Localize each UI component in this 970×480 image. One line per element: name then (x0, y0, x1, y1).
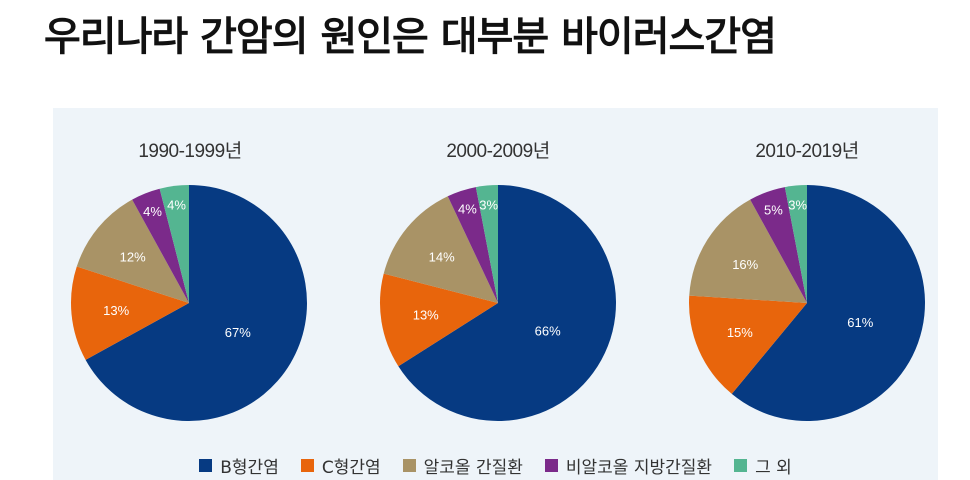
legend-label: 알코올 간질환 (423, 458, 523, 478)
pie-svg: 61% 15% 16% 5% 3% (689, 185, 925, 421)
pie-title: 2010-2019년 (755, 141, 859, 162)
pie-label-other: 3% (788, 197, 807, 212)
legend-label: C형간염 (321, 458, 381, 478)
pie-label-hcv: 13% (413, 307, 439, 322)
pie-label-other: 4% (167, 198, 186, 213)
pie-label-nafld: 4% (458, 202, 477, 217)
legend-swatch (199, 459, 213, 472)
pie-slice-alcohol (76, 199, 189, 303)
legend-label: 비알코올 지방간질환 (565, 458, 713, 478)
pie-slice-nafld (132, 188, 189, 303)
page-title: 우리나라 간암의 원인은 대부분 바이러스간염 (44, 14, 777, 60)
pie-label-alcohol: 14% (429, 249, 455, 264)
pie-title: 2000-2009년 (446, 141, 550, 162)
pie-label-hcv: 15% (727, 325, 753, 340)
pie-label-hbv: 67% (225, 325, 251, 340)
legend-swatch (544, 459, 558, 472)
legend-item-other: 그 외 (734, 453, 792, 478)
legend: B형간염 C형간염 알코올 간질환 비알코올 지방간질환 그 외 (53, 453, 938, 478)
pie-chart-1: 1990-1999년 67% 13% 12% 4% 4% (63, 128, 323, 428)
pie-label-nafld: 5% (764, 203, 783, 218)
pie-slice-hcv (689, 295, 807, 394)
pie-title: 1990-1999년 (138, 141, 242, 162)
legend-swatch (402, 459, 416, 472)
pie-label-other: 3% (479, 197, 498, 212)
chart-panel: 1990-1999년 67% 13% 12% 4% 4% 2000-2009년 66% 1… (53, 108, 938, 480)
pie-label-nafld: 4% (143, 204, 162, 219)
pie-label-hcv: 13% (103, 303, 129, 318)
legend-swatch (300, 459, 314, 472)
pie-slice-nafld (447, 187, 498, 303)
pie-slice-other (475, 185, 498, 303)
legend-item-hbv: B형간염 (199, 453, 279, 478)
pie-label-alcohol: 16% (732, 257, 758, 272)
legend-item-hcv: C형간염 (300, 453, 381, 478)
legend-label: 그 외 (755, 458, 792, 478)
legend-swatch (734, 459, 748, 472)
pie-svg: 66% 13% 14% 4% 3% (380, 185, 616, 421)
pie-slice-other (784, 185, 807, 303)
pie-slice-alcohol (383, 196, 498, 303)
pie-slice-nafld (750, 187, 807, 303)
legend-item-nafld: 비알코올 지방간질환 (544, 453, 713, 478)
pie-slice-other (159, 185, 189, 303)
pie-slice-hcv (380, 273, 498, 367)
pie-label-hbv: 66% (535, 323, 561, 338)
pie-slice-hbv (731, 185, 925, 421)
pie-slice-hbv (398, 185, 616, 421)
pie-chart-3: 2010-2019년 61% 15% 16% 5% 3% (680, 128, 940, 428)
pie-slice-hcv (71, 266, 189, 360)
legend-label: B형간염 (220, 458, 279, 478)
pie-svg: 67% 13% 12% 4% 4% (71, 185, 307, 421)
legend-item-alcohol: 알코올 간질환 (402, 453, 523, 478)
pie-chart-2: 2000-2009년 66% 13% 14% 4% 3% (371, 128, 631, 428)
pie-label-hbv: 61% (847, 315, 873, 330)
pie-slice-hbv (85, 185, 307, 421)
pie-label-alcohol: 12% (120, 249, 146, 264)
pie-slice-alcohol (689, 199, 807, 303)
